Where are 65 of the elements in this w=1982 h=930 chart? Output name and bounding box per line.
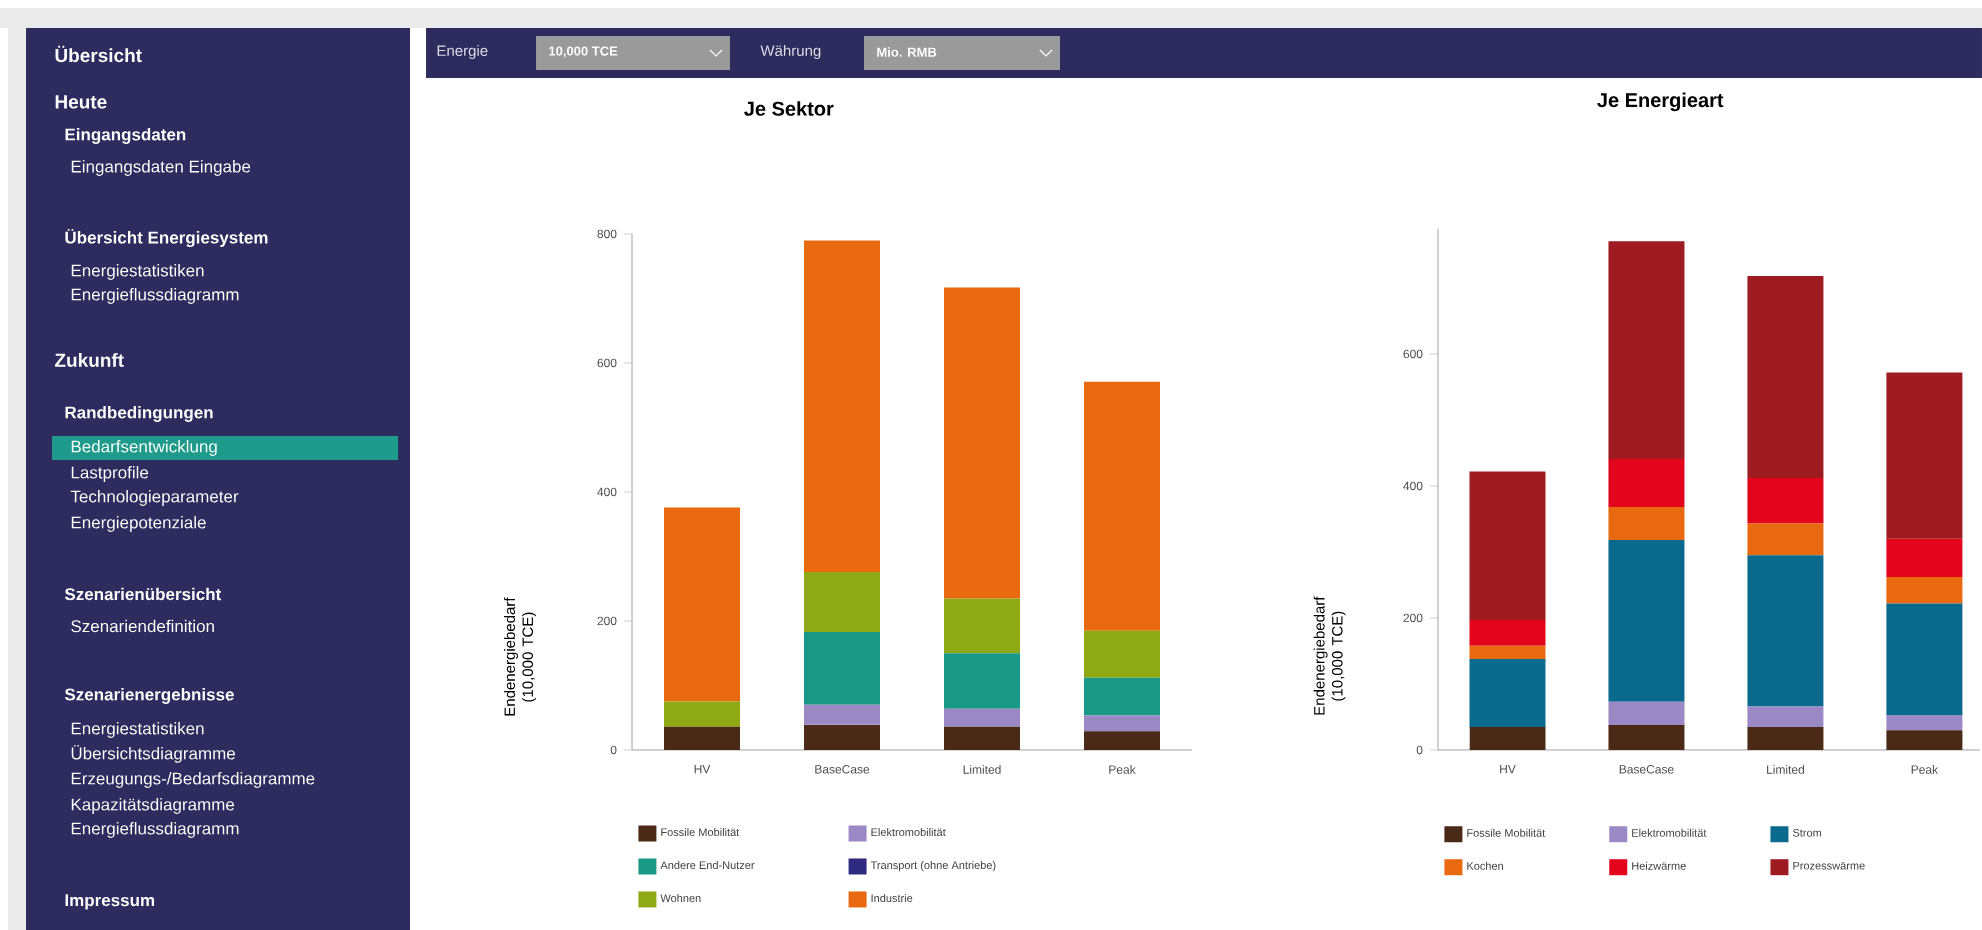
text: Bedarfsentwicklung (71, 440, 217, 456)
text: Eingangsdaten Eingabe (71, 160, 251, 176)
text: Energieflussdiagramm (71, 288, 239, 304)
bar (1886, 730, 1963, 750)
bar (1747, 555, 1824, 707)
text: Impressum (65, 894, 155, 910)
chart-title: Je Sektor (744, 101, 834, 116)
bar (1608, 540, 1685, 702)
text: Lastprofile (71, 466, 149, 482)
bar (1469, 645, 1546, 659)
bar (1469, 471, 1546, 620)
bar (1747, 706, 1824, 727)
bar (1886, 715, 1963, 731)
bar (1747, 726, 1824, 750)
text: Übersicht Energiesystem (65, 228, 268, 248)
bar (1469, 658, 1546, 727)
bar (1469, 619, 1546, 646)
text: Szenarienübersicht (64, 587, 222, 601)
text: Heute (55, 95, 107, 109)
bar (804, 240, 881, 572)
bar (1084, 715, 1161, 732)
text: Szenarienergebnisse (64, 688, 234, 704)
bar (664, 726, 741, 750)
bar (1608, 507, 1685, 541)
text: Eingangsdaten (65, 128, 186, 144)
bar (1084, 677, 1161, 716)
text: Energieflussdiagramm (71, 822, 239, 838)
bar (664, 701, 741, 727)
bar (1886, 577, 1963, 604)
text: Übersichtsdiagramme (71, 745, 235, 763)
bar (1608, 724, 1685, 750)
text: Randbedingungen (65, 406, 213, 422)
bar (1747, 276, 1824, 479)
bar (1608, 241, 1685, 459)
bar (664, 507, 741, 702)
text: Erzeugungs-/Bedarfsdiagramme (71, 772, 315, 788)
bar (1747, 478, 1824, 524)
chart-title: Je Energieart (1597, 92, 1724, 112)
bar (804, 704, 881, 725)
text: Energiepotenziale (71, 516, 206, 532)
bar (1886, 538, 1963, 578)
bar (1084, 381, 1161, 631)
bar (1084, 731, 1161, 750)
bar (944, 598, 1021, 654)
bar (944, 653, 1021, 709)
bar (1886, 372, 1963, 539)
bar (1469, 726, 1546, 750)
bar (804, 571, 881, 632)
bar (1608, 458, 1685, 508)
bar (1084, 630, 1161, 678)
text: Kapazitätsdiagramme (71, 798, 235, 814)
text: Szenariendefinition (71, 619, 214, 633)
bar (1608, 701, 1685, 725)
bar (804, 724, 881, 750)
text: Energiestatistiken (71, 722, 204, 738)
text: Übersicht (55, 45, 142, 63)
bar (1886, 603, 1963, 715)
bar (944, 726, 1021, 750)
text: Zukunft (54, 353, 124, 367)
bar (1747, 523, 1824, 556)
bar (944, 287, 1021, 599)
bar (944, 708, 1021, 727)
text: Technologieparameter (70, 490, 239, 506)
bar (804, 631, 881, 705)
text: Energiestatistiken (71, 264, 204, 280)
